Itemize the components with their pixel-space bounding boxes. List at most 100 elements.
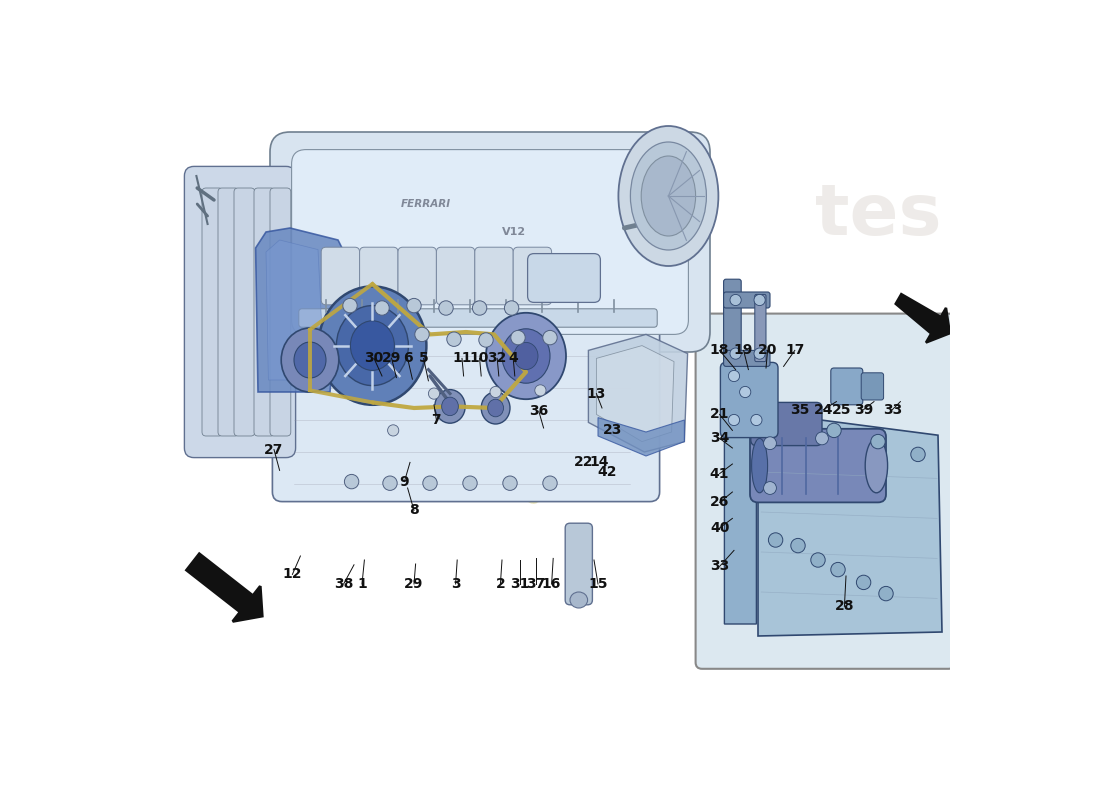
Text: FERRARI: FERRARI [400, 199, 451, 209]
Text: 26: 26 [710, 495, 729, 510]
Circle shape [463, 476, 477, 490]
Text: 4: 4 [508, 351, 518, 366]
Circle shape [407, 298, 421, 313]
Ellipse shape [294, 342, 326, 378]
Ellipse shape [866, 438, 888, 493]
Text: 27: 27 [264, 442, 284, 457]
FancyBboxPatch shape [861, 373, 883, 400]
Ellipse shape [318, 286, 427, 405]
FancyBboxPatch shape [273, 310, 660, 502]
Ellipse shape [641, 156, 695, 236]
FancyBboxPatch shape [751, 402, 822, 446]
Polygon shape [895, 294, 949, 342]
Ellipse shape [502, 329, 550, 383]
Polygon shape [588, 334, 688, 452]
Ellipse shape [486, 313, 566, 399]
Circle shape [763, 482, 777, 494]
Ellipse shape [351, 321, 395, 370]
Text: 23: 23 [603, 423, 623, 438]
FancyBboxPatch shape [514, 247, 551, 305]
Text: 11: 11 [452, 351, 472, 366]
FancyBboxPatch shape [299, 309, 657, 327]
FancyBboxPatch shape [270, 188, 290, 436]
Polygon shape [725, 420, 757, 624]
Circle shape [879, 586, 893, 601]
Circle shape [857, 575, 871, 590]
FancyBboxPatch shape [270, 132, 710, 352]
Text: 41: 41 [710, 466, 729, 481]
Text: tes: tes [815, 182, 942, 250]
FancyBboxPatch shape [398, 247, 437, 305]
Text: 33: 33 [710, 559, 729, 574]
Circle shape [387, 425, 399, 436]
FancyBboxPatch shape [202, 188, 223, 436]
Text: 29: 29 [405, 577, 424, 591]
Text: 15: 15 [588, 577, 607, 591]
Circle shape [830, 562, 845, 577]
Circle shape [763, 437, 777, 450]
FancyBboxPatch shape [292, 150, 689, 334]
Circle shape [730, 348, 741, 359]
FancyBboxPatch shape [720, 362, 778, 438]
Circle shape [754, 348, 766, 359]
Text: 3: 3 [451, 577, 461, 591]
Ellipse shape [441, 397, 459, 416]
FancyBboxPatch shape [218, 188, 239, 436]
Ellipse shape [481, 392, 510, 424]
Circle shape [542, 476, 558, 490]
Ellipse shape [751, 438, 768, 493]
Ellipse shape [337, 306, 408, 386]
Circle shape [505, 301, 519, 315]
Text: 33: 33 [883, 402, 902, 417]
Polygon shape [187, 554, 262, 622]
Ellipse shape [570, 592, 587, 608]
FancyBboxPatch shape [234, 188, 255, 436]
Circle shape [375, 301, 389, 315]
Circle shape [871, 434, 886, 449]
Circle shape [478, 333, 493, 347]
FancyBboxPatch shape [724, 292, 770, 308]
Text: 17: 17 [785, 343, 804, 358]
Circle shape [911, 447, 925, 462]
Polygon shape [266, 240, 324, 380]
FancyBboxPatch shape [185, 166, 296, 458]
Circle shape [769, 533, 783, 547]
Ellipse shape [630, 142, 706, 250]
Ellipse shape [434, 390, 465, 423]
Text: a partes de
edicoes 1985: a partes de edicoes 1985 [381, 384, 560, 512]
Text: 5: 5 [419, 351, 429, 366]
Circle shape [415, 327, 429, 342]
Circle shape [791, 538, 805, 553]
Circle shape [344, 474, 359, 489]
Text: 31: 31 [510, 577, 529, 591]
Circle shape [815, 432, 828, 445]
Circle shape [739, 386, 751, 398]
Circle shape [728, 370, 739, 382]
Text: 20: 20 [758, 343, 778, 358]
Text: 37: 37 [526, 577, 546, 591]
FancyBboxPatch shape [528, 254, 601, 302]
Polygon shape [598, 418, 684, 456]
Text: 30: 30 [364, 351, 384, 366]
Text: 39: 39 [854, 402, 873, 417]
Text: 38: 38 [334, 577, 353, 591]
Text: 24: 24 [814, 402, 834, 417]
FancyBboxPatch shape [830, 368, 862, 405]
Text: 10: 10 [470, 351, 490, 366]
Ellipse shape [618, 126, 718, 266]
Text: V12: V12 [502, 227, 526, 237]
Circle shape [422, 476, 437, 490]
Text: 18: 18 [710, 343, 729, 358]
Circle shape [754, 294, 766, 306]
Text: 22: 22 [574, 455, 593, 470]
Circle shape [751, 414, 762, 426]
Text: 19: 19 [734, 343, 754, 358]
Text: 40: 40 [710, 521, 729, 535]
Text: 6: 6 [403, 351, 412, 366]
Polygon shape [255, 228, 342, 392]
Circle shape [490, 386, 502, 398]
Circle shape [343, 298, 358, 313]
Text: 1: 1 [358, 577, 367, 591]
Circle shape [439, 301, 453, 315]
Circle shape [730, 294, 741, 306]
